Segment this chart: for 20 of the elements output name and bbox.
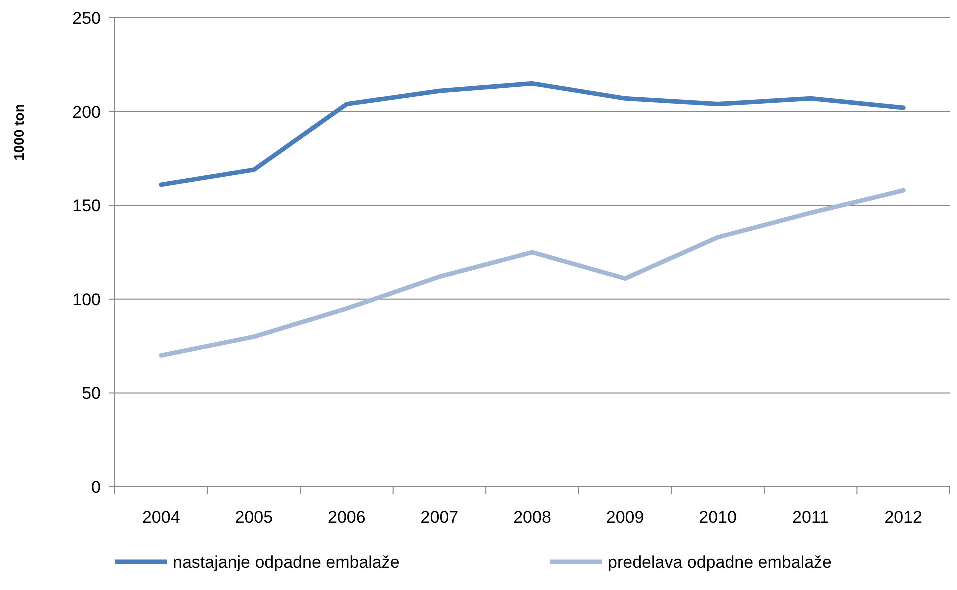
line-series [159, 81, 906, 188]
x-tick-label: 2011 [792, 508, 830, 527]
x-tick-label: 2008 [514, 508, 552, 527]
x-tick-label: 2007 [420, 508, 459, 527]
x-tick-label: 2012 [884, 508, 923, 527]
x-tick-label: 2010 [699, 508, 737, 527]
x-tick-label: 2005 [235, 508, 274, 527]
y-tick-label: 0 [92, 478, 101, 497]
y-tick-label: 100 [72, 290, 101, 310]
x-tick-label: 2004 [142, 508, 180, 527]
y-tick-label: 200 [72, 102, 101, 122]
x-tick-label: 2009 [606, 508, 644, 527]
line-series [159, 188, 906, 358]
legend-label: predelava odpadne embalaže [608, 552, 832, 572]
legend-label: nastajanje odpadne embalaže [173, 552, 400, 572]
x-tick-label: 2006 [328, 508, 366, 527]
y-tick-label: 50 [82, 384, 101, 404]
y-axis-title: 1000 ton [11, 104, 27, 161]
y-tick-label: 250 [72, 8, 101, 28]
y-tick-label: 150 [72, 196, 101, 216]
